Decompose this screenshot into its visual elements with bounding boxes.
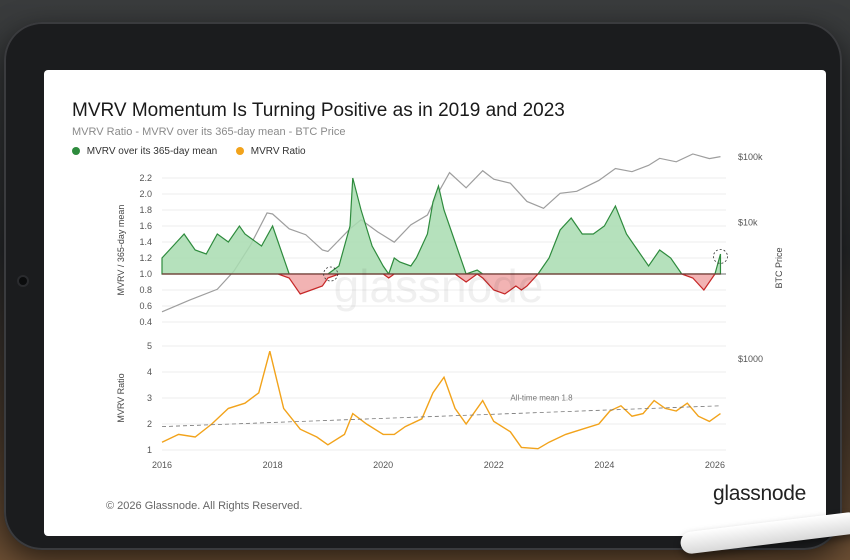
legend-dot-green-icon xyxy=(72,147,80,155)
tablet-frame: MVRV Momentum Is Turning Positive as in … xyxy=(4,22,842,550)
y-tick-label-top: 1.8 xyxy=(139,205,152,215)
y-tick-label-top: 0.4 xyxy=(139,317,152,327)
y-tick-label-top: 2.0 xyxy=(139,189,152,199)
tablet-screen: MVRV Momentum Is Turning Positive as in … xyxy=(44,70,826,536)
glassnode-logo: glassnode xyxy=(712,482,806,505)
y-tick-label-bottom: 3 xyxy=(147,393,152,403)
mvrv-ratio-line xyxy=(161,351,721,450)
x-tick-label: 2016 xyxy=(152,460,172,470)
btc-price-line xyxy=(161,153,721,313)
legend-label-mvrv-ratio: MVRV Ratio xyxy=(250,146,306,157)
y-tick-label-top: 0.8 xyxy=(139,285,152,295)
y-axis-label-top: MVRV / 365-day mean xyxy=(116,205,126,296)
chart-canvas: 0.4 0.6 0.8 1.0 1.2 1.4 1.6 1.8 2.0 2.2 1 2 3 4 5 MVRV … xyxy=(116,152,784,470)
x-tick-label: 2026 xyxy=(705,460,725,470)
y-tick-label-bottom: 5 xyxy=(147,341,152,351)
camera-icon xyxy=(19,277,27,285)
y-tick-label-bottom: 4 xyxy=(147,367,152,377)
y2-tick-label: $1000 xyxy=(738,354,763,364)
all-time-mean-label: All-time mean 1.8 xyxy=(510,393,573,402)
page-subtitle: MVRV Ratio - MVRV over its 365-day mean … xyxy=(72,126,346,138)
all-time-mean-line xyxy=(161,405,721,427)
y-tick-label-top: 2.2 xyxy=(139,173,152,183)
y-tick-label-top: 1.6 xyxy=(139,221,152,231)
y2-axis-label: BTC Price xyxy=(774,247,784,288)
y-axis-label-bottom: MVRV Ratio xyxy=(116,373,126,422)
y-tick-label-top: 1.4 xyxy=(139,237,152,247)
watermark-text: glassnode xyxy=(334,260,544,312)
legend-item-mvrv-mean: MVRV over its 365-day mean xyxy=(72,146,217,157)
x-tick-label: 2020 xyxy=(373,460,393,470)
legend-item-mvrv-ratio: MVRV Ratio xyxy=(236,146,306,157)
y-tick-label-bottom: 1 xyxy=(147,445,152,455)
mvrv-mean-positive-area xyxy=(161,177,722,276)
chart-legend: MVRV over its 365-day mean MVRV Ratio xyxy=(72,146,322,157)
y-tick-label-top: 0.6 xyxy=(139,301,152,311)
x-tick-label: 2024 xyxy=(594,460,614,470)
y-tick-label-top: 1.0 xyxy=(139,269,152,279)
copyright-text: © 2026 Glassnode. All Rights Reserved. xyxy=(106,500,303,512)
x-tick-label: 2018 xyxy=(263,460,283,470)
page-title: MVRV Momentum Is Turning Positive as in … xyxy=(72,100,565,121)
legend-dot-orange-icon xyxy=(236,147,244,155)
y-tick-label-top: 1.2 xyxy=(139,253,152,263)
legend-label-mvrv-mean: MVRV over its 365-day mean xyxy=(86,146,218,157)
highlight-circle xyxy=(713,248,728,264)
y2-tick-label: $10k xyxy=(738,218,758,228)
highlight-circle xyxy=(323,266,339,282)
x-tick-label: 2022 xyxy=(484,460,504,470)
y-tick-label-bottom: 2 xyxy=(147,419,152,429)
y2-tick-label: $100k xyxy=(738,152,763,162)
